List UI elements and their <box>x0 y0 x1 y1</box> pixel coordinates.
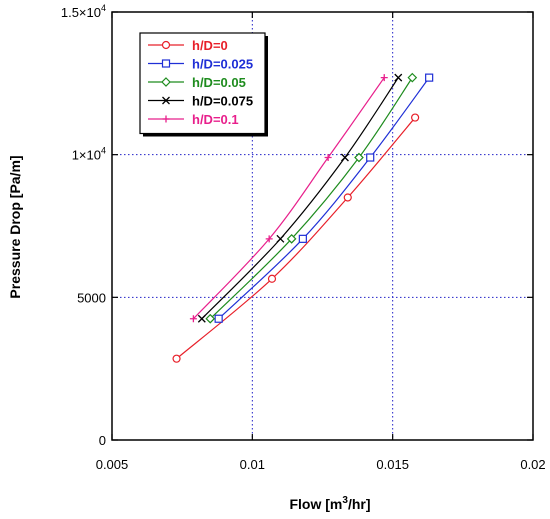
legend-label: h/D=0.1 <box>192 112 239 127</box>
legend-entry: h/D=0.05 <box>148 75 246 90</box>
legend-label: h/D=0 <box>192 38 228 53</box>
y-axis-title: Pressure Drop [Pa/m] <box>7 155 23 298</box>
y-tick-label-base: 1×10 <box>72 148 101 163</box>
legend-box <box>139 32 266 135</box>
x-axis-title: Flow [m3/hr] <box>289 495 370 512</box>
data-point-diamond <box>407 72 418 83</box>
data-point-square <box>214 314 223 323</box>
plot-frame <box>111 11 534 441</box>
data-point-circle <box>172 354 181 363</box>
legend: h/D=0 h/D=0.025 h/D=0.05 h/D=0.075 h/D=0.1 <box>139 32 268 137</box>
data-point-x <box>162 96 170 105</box>
x-tick-label: 0.02 <box>520 457 545 472</box>
series-h-d-0-1 <box>189 74 388 323</box>
series-line <box>201 77 399 320</box>
x-tick-label: 0.01 <box>240 457 265 472</box>
y-tick-label-exponent: 4 <box>101 146 106 156</box>
series-group <box>172 72 434 363</box>
data-point-diamond <box>161 77 171 87</box>
y-tick-label: 1×104 <box>72 146 106 163</box>
data-point-diamond <box>205 313 216 324</box>
legend-entry: h/D=0.025 <box>148 57 253 72</box>
y-tick-label: 5000 <box>77 290 106 305</box>
data-point-plus <box>162 115 170 123</box>
data-point-diamond <box>354 152 364 163</box>
legend-entry: h/D=0.075 <box>148 94 253 109</box>
series-line <box>192 77 385 320</box>
data-point-plus <box>380 74 388 82</box>
data-point-square <box>161 59 171 68</box>
y-tick-label-exponent: 4 <box>101 3 106 13</box>
series-h-d-0-05 <box>205 72 418 324</box>
y-tick-label-base: 1.5×10 <box>61 5 101 20</box>
data-point-circle <box>343 193 352 202</box>
series-line <box>176 117 416 360</box>
grid-lines <box>112 12 533 440</box>
data-point-x <box>340 153 349 162</box>
data-point-circle <box>267 274 277 283</box>
series-line <box>209 77 413 320</box>
data-point-x <box>197 314 206 323</box>
legend-entry: h/D=0 <box>148 38 228 53</box>
data-point-square <box>366 153 375 162</box>
data-point-circle <box>161 40 171 50</box>
data-point-x <box>276 234 285 243</box>
data-point-circle <box>411 113 420 122</box>
data-point-diamond <box>286 233 297 244</box>
legend-label: h/D=0.05 <box>192 75 246 90</box>
y-tick-label: 0 <box>99 433 106 448</box>
series-h-d-0-025 <box>214 73 434 323</box>
x-tick-label: 0.015 <box>376 457 409 472</box>
x-tick-label: 0.005 <box>96 457 129 472</box>
data-point-plus <box>324 154 332 162</box>
legend-entry: h/D=0.1 <box>148 112 239 127</box>
series-h-d-0 <box>172 113 420 363</box>
data-point-square <box>298 234 307 243</box>
data-point-plus <box>189 315 197 323</box>
data-point-x <box>394 73 403 82</box>
data-point-plus <box>265 235 273 243</box>
legend-label: h/D=0.075 <box>192 94 253 109</box>
y-tick-label: 1.5×104 <box>61 3 106 20</box>
data-point-square <box>425 73 434 82</box>
legend-label: h/D=0.025 <box>192 57 253 72</box>
series-h-d-0-075 <box>197 73 403 323</box>
series-line <box>218 77 430 320</box>
